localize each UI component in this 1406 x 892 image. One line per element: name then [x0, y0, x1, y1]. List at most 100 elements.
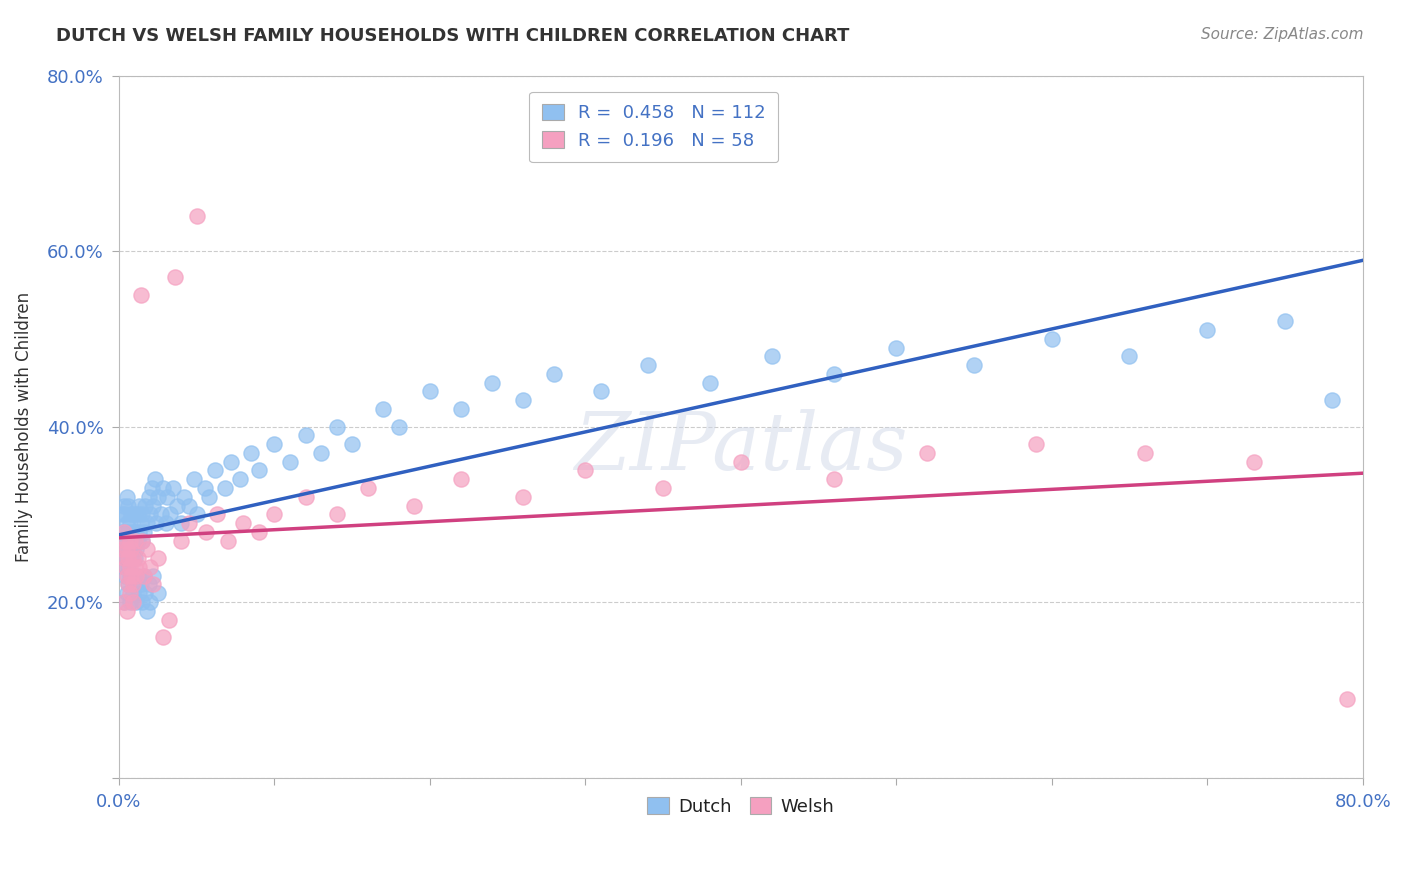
Point [132, 524, 155, 539]
Point [114, 533, 136, 548]
Point [142, 499, 165, 513]
Point [117, 577, 139, 591]
Point [111, 542, 134, 557]
Point [342, 437, 364, 451]
Point [177, 516, 200, 530]
Point [263, 508, 285, 522]
Point [115, 551, 138, 566]
Point [1320, 393, 1343, 408]
Point [125, 595, 148, 609]
Point [125, 568, 148, 582]
Point [115, 586, 138, 600]
Point [121, 568, 143, 582]
Point [419, 384, 441, 399]
Point [232, 516, 254, 530]
Point [357, 481, 380, 495]
Point [205, 508, 228, 522]
Point [240, 446, 263, 460]
Point [115, 568, 138, 582]
Point [117, 499, 139, 513]
Point [111, 508, 134, 522]
Point [512, 490, 534, 504]
Point [128, 586, 150, 600]
Point [117, 524, 139, 539]
Point [183, 472, 205, 486]
Point [134, 586, 156, 600]
Text: ZIPatlas: ZIPatlas [574, 409, 908, 486]
Point [170, 516, 193, 530]
Point [124, 508, 146, 522]
Point [142, 568, 165, 582]
Point [114, 508, 136, 522]
Point [1197, 323, 1219, 337]
Point [142, 577, 165, 591]
Point [118, 568, 141, 582]
Point [115, 516, 138, 530]
Point [823, 367, 845, 381]
Point [132, 568, 155, 582]
Point [122, 551, 145, 566]
Point [128, 560, 150, 574]
Point [1040, 332, 1063, 346]
Point [114, 568, 136, 582]
Point [117, 542, 139, 557]
Point [122, 586, 145, 600]
Point [325, 419, 347, 434]
Point [193, 481, 215, 495]
Point [198, 490, 221, 504]
Point [637, 358, 659, 372]
Point [136, 542, 159, 557]
Point [124, 577, 146, 591]
Point [373, 402, 395, 417]
Y-axis label: Family Households with Children: Family Households with Children [15, 292, 32, 562]
Point [512, 393, 534, 408]
Point [219, 455, 242, 469]
Point [163, 270, 186, 285]
Point [124, 560, 146, 574]
Point [247, 463, 270, 477]
Point [118, 595, 141, 609]
Point [112, 524, 135, 539]
Point [117, 560, 139, 574]
Point [128, 499, 150, 513]
Point [823, 472, 845, 486]
Point [118, 560, 141, 574]
Point [761, 349, 783, 363]
Point [173, 490, 195, 504]
Point [229, 472, 252, 486]
Point [121, 551, 143, 566]
Point [143, 472, 166, 486]
Point [131, 533, 153, 548]
Point [121, 533, 143, 548]
Point [450, 402, 472, 417]
Point [115, 542, 138, 557]
Point [138, 490, 160, 504]
Point [110, 542, 132, 557]
Point [141, 481, 163, 495]
Text: DUTCH VS WELSH FAMILY HOUSEHOLDS WITH CHILDREN CORRELATION CHART: DUTCH VS WELSH FAMILY HOUSEHOLDS WITH CH… [56, 27, 849, 45]
Point [214, 481, 236, 495]
Point [129, 288, 152, 302]
Point [118, 542, 141, 557]
Point [112, 524, 135, 539]
Point [139, 508, 162, 522]
Point [117, 551, 139, 566]
Point [122, 524, 145, 539]
Point [166, 499, 188, 513]
Point [186, 209, 208, 223]
Point [112, 595, 135, 609]
Point [1025, 437, 1047, 451]
Point [146, 490, 169, 504]
Point [309, 446, 332, 460]
Point [118, 533, 141, 548]
Point [1243, 455, 1265, 469]
Point [115, 604, 138, 618]
Point [124, 533, 146, 548]
Point [152, 481, 174, 495]
Text: Source: ZipAtlas.com: Source: ZipAtlas.com [1201, 27, 1364, 42]
Point [217, 533, 239, 548]
Point [139, 595, 162, 609]
Point [127, 568, 149, 582]
Point [1133, 446, 1156, 460]
Point [145, 516, 167, 530]
